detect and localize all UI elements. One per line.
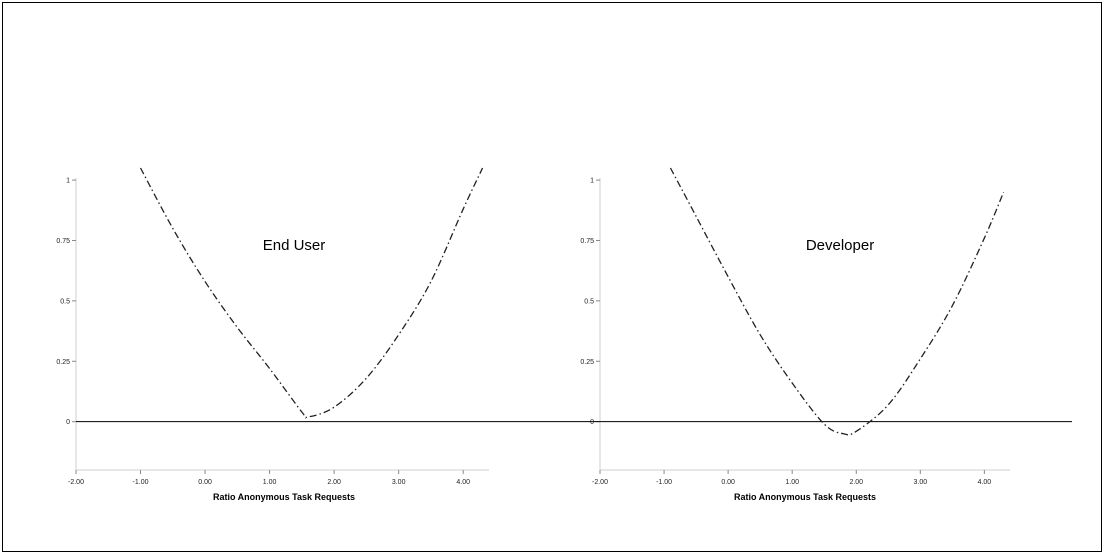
x-tick-label: 3.00 (914, 479, 928, 486)
x-tick-label: -2.00 (68, 479, 84, 486)
y-tick-label: 0.5 (584, 298, 594, 305)
series-line-1 (139, 167, 484, 419)
x-tick-label: -2.00 (592, 479, 608, 486)
x-axis-label: Ratio Anonymous Task Requests (734, 492, 876, 502)
y-tick-label: 1 (590, 178, 594, 185)
y-tick-label: 0.25 (56, 359, 70, 366)
y-tick-label: 0.75 (56, 238, 70, 245)
y-tick-label: 0 (590, 419, 594, 426)
x-tick-label: -1.00 (133, 479, 149, 486)
y-tick-label: 1 (66, 178, 70, 185)
panel-title: End User (263, 237, 326, 254)
x-tick-label: 2.00 (327, 479, 341, 486)
y-tick-label: 0.5 (60, 298, 70, 305)
x-tick-label: 0.00 (721, 479, 735, 486)
y-tick-label: 0 (66, 419, 70, 426)
panel-title: Developer (806, 237, 874, 254)
x-tick-label: 0.00 (198, 479, 212, 486)
y-tick-label: 0.25 (580, 359, 594, 366)
x-tick-label: -1.00 (656, 479, 672, 486)
x-tick-label: 1.00 (785, 479, 799, 486)
x-tick-label: 3.00 (392, 479, 406, 486)
x-axis-label: Ratio Anonymous Task Requests (213, 492, 355, 502)
x-tick-label: 2.00 (849, 479, 863, 486)
series-line-1 (669, 167, 1005, 436)
x-tick-label: 1.00 (263, 479, 277, 486)
y-tick-label: 0.75 (580, 238, 594, 245)
x-tick-label: 4.00 (456, 479, 470, 486)
x-tick-label: 4.00 (978, 479, 992, 486)
